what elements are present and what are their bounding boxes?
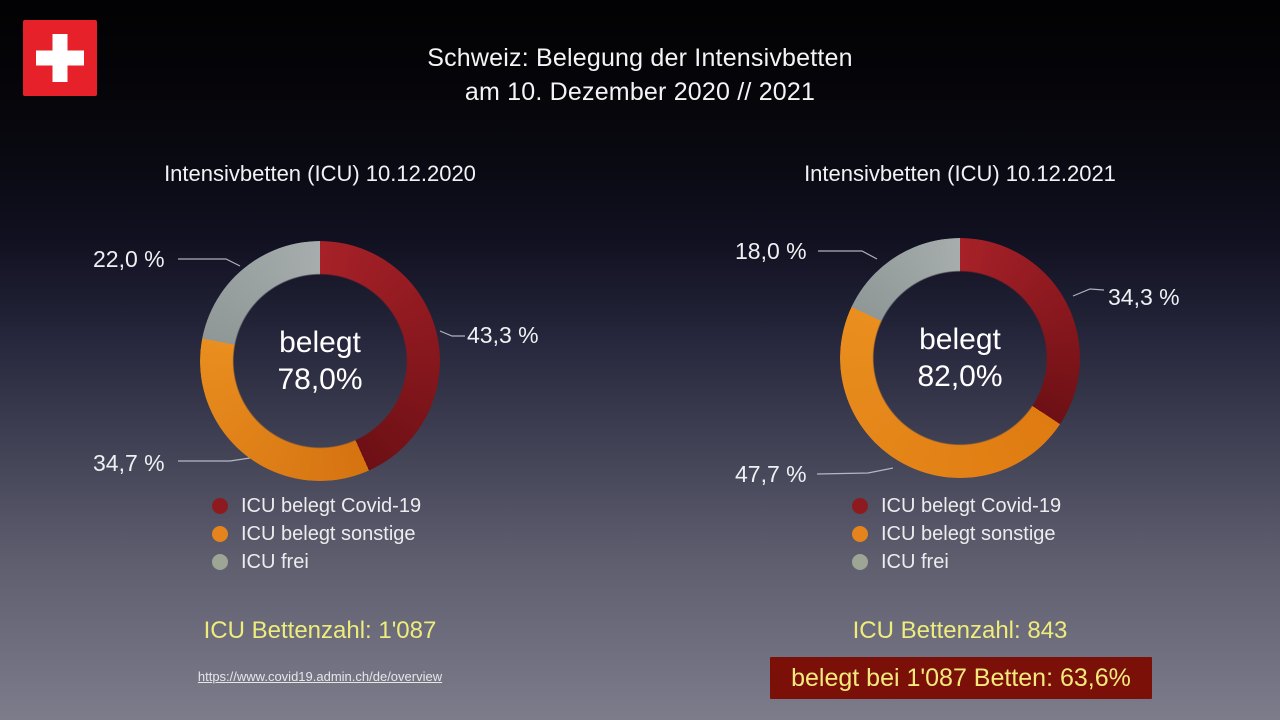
beds-total-2020: ICU Bettenzahl: 1'087 xyxy=(203,617,437,644)
callout-line-sonstige xyxy=(178,457,251,462)
legend-dot-sonstige-icon xyxy=(852,526,868,542)
callout-line-frei xyxy=(818,250,878,260)
chart-subtitle-2020: Intensivbetten (ICU) 10.12.2020 xyxy=(164,161,476,186)
highlight-text: belegt bei 1'087 Betten: 63,6% xyxy=(791,663,1131,692)
legend-dot-frei-icon xyxy=(212,554,228,570)
legend-label-covid: ICU belegt Covid-19 xyxy=(241,494,422,517)
legend-item-covid: ICU belegt Covid-19 xyxy=(212,495,421,517)
donut-center-label: belegt xyxy=(279,326,361,359)
beds-total-2021: ICU Bettenzahl: 843 xyxy=(852,617,1068,644)
legend-label-covid: ICU belegt Covid-19 xyxy=(881,494,1062,517)
legend-2020: ICU belegt Covid-19 ICU belegt sonstige … xyxy=(212,495,421,579)
donut-chart-2021 xyxy=(840,238,1080,478)
legend-item-frei: ICU frei xyxy=(852,551,1061,573)
callout-label-frei-2020: 22,0 % xyxy=(93,246,165,272)
callout-line-frei xyxy=(178,258,241,267)
callout-label-sonstige-2020: 34,7 % xyxy=(93,450,165,476)
legend-item-covid: ICU belegt Covid-19 xyxy=(852,495,1061,517)
legend-dot-covid-icon xyxy=(212,498,228,514)
panel-2021: Intensivbetten (ICU) 10.12.2021 belegt 8… xyxy=(640,0,1280,720)
legend-item-sonstige: ICU belegt sonstige xyxy=(212,523,421,545)
donut-chart-2020 xyxy=(200,241,440,481)
legend-dot-covid-icon xyxy=(852,498,868,514)
chart-subtitle-2021: Intensivbetten (ICU) 10.12.2021 xyxy=(804,161,1116,186)
legend-label-frei: ICU frei xyxy=(881,550,949,573)
legend-dot-frei-icon xyxy=(852,554,868,570)
legend-label-sonstige: ICU belegt sonstige xyxy=(881,522,1056,545)
legend-item-frei: ICU frei xyxy=(212,551,421,573)
legend-item-sonstige: ICU belegt sonstige xyxy=(852,523,1061,545)
source-link[interactable]: https://www.covid19.admin.ch/de/overview xyxy=(197,669,443,684)
callout-line-covid xyxy=(439,330,465,337)
callout-label-sonstige-2021: 47,7 % xyxy=(735,461,807,487)
callout-label-frei-2021: 18,0 % xyxy=(735,238,807,264)
page-title: Schweiz: Belegung der Intensivbetten am … xyxy=(0,41,1280,109)
donut-center-value: 82,0% xyxy=(917,360,1003,393)
donut-center-value: 78,0% xyxy=(277,363,363,396)
donut-center-2020: belegt 78,0% xyxy=(200,324,440,398)
callout-line-sonstige xyxy=(816,467,894,475)
swiss-cross-icon xyxy=(36,50,84,66)
title-line-1: Schweiz: Belegung der Intensivbetten xyxy=(427,44,853,72)
callout-label-covid-2020: 43,3 % xyxy=(467,322,539,348)
swiss-flag-icon xyxy=(23,20,97,96)
donut-center-label: belegt xyxy=(919,323,1001,356)
legend-dot-sonstige-icon xyxy=(212,526,228,542)
title-line-2: am 10. Dezember 2020 // 2021 xyxy=(464,78,816,106)
donut-center-2021: belegt 82,0% xyxy=(840,321,1080,395)
panel-2020: Intensivbetten (ICU) 10.12.2020 belegt 7… xyxy=(93,161,539,684)
callout-line-covid xyxy=(1072,288,1105,297)
legend-label-sonstige: ICU belegt sonstige xyxy=(241,522,416,545)
highlight-box: belegt bei 1'087 Betten: 63,6% xyxy=(770,657,1152,699)
legend-label-frei: ICU frei xyxy=(241,550,309,573)
callout-label-covid-2021: 34,3 % xyxy=(1108,284,1180,310)
legend-2021: ICU belegt Covid-19 ICU belegt sonstige … xyxy=(852,495,1061,579)
